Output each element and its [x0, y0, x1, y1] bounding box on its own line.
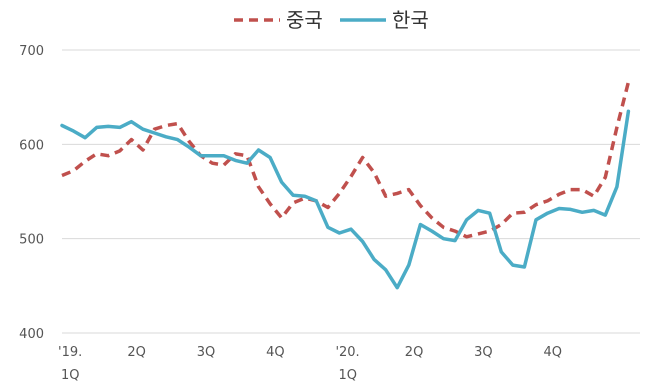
x-tick-label: 4Q	[266, 345, 285, 360]
x-tick-label: 2Q	[127, 345, 146, 360]
y-tick-label: 700	[19, 44, 44, 59]
y-tick-label: 500	[19, 233, 44, 248]
y-tick-label: 400	[19, 327, 44, 342]
x-tick-label: '19.	[58, 345, 82, 360]
series-line-china	[61, 81, 631, 239]
x-tick-label: '20.	[335, 345, 359, 360]
x-tick-label-line2: 1Q	[338, 368, 357, 383]
x-axis-ticks: '19. 1Q 2Q 3Q 4Q '20. 1Q 2Q 3Q 4Q	[58, 345, 562, 383]
legend-label-china: 중국	[286, 8, 323, 32]
gridlines	[62, 49, 640, 334]
series-lines	[60, 81, 631, 290]
y-tick-label: 600	[19, 138, 44, 153]
legend: 중국 한국	[234, 8, 429, 32]
series-line-korea	[60, 109, 631, 290]
x-tick-label: 2Q	[405, 345, 424, 360]
x-tick-label-line2: 1Q	[61, 368, 80, 383]
y-axis-ticks: 400 500 600 700	[19, 44, 44, 342]
legend-label-korea: 한국	[392, 8, 429, 32]
x-tick-label: 3Q	[474, 345, 493, 360]
x-tick-label: 3Q	[197, 345, 216, 360]
x-tick-label: 4Q	[544, 345, 563, 360]
